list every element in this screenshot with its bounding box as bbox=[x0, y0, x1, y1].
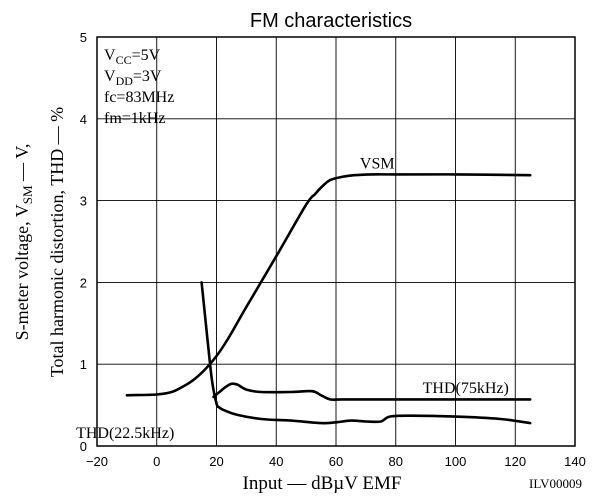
x-tick-label: 60 bbox=[329, 454, 343, 469]
x-tick-label: 120 bbox=[504, 454, 526, 469]
condition-text: VCC=5V bbox=[104, 47, 161, 67]
x-tick-label: 0 bbox=[153, 454, 160, 469]
x-tick-label: 80 bbox=[389, 454, 403, 469]
y-axis-label-thd: Total harmonic distortion, THD — % bbox=[47, 107, 67, 377]
series-labels: VSM THD(75kHz) THD(22.5kHz) bbox=[76, 156, 509, 442]
condition-text: VDD=3V bbox=[104, 68, 162, 88]
x-tick-label: 20 bbox=[209, 454, 223, 469]
chart-title: FM characteristics bbox=[250, 10, 412, 32]
y-tick-label: 4 bbox=[80, 112, 87, 127]
series-line-thd-75khz bbox=[212, 382, 532, 402]
x-tick-label: 140 bbox=[564, 454, 586, 469]
x-tick-label: −20 bbox=[86, 454, 108, 469]
condition-text: fc=83MHz bbox=[104, 89, 174, 106]
y-tick-label: 3 bbox=[80, 194, 87, 209]
x-tick-label: 100 bbox=[445, 454, 467, 469]
y-tick-label: 0 bbox=[80, 439, 87, 454]
series-label-thd-22-5khz: THD(22.5kHz) bbox=[76, 425, 174, 442]
series-label-vsm: VSM bbox=[360, 156, 395, 173]
y-tick-label: 5 bbox=[80, 30, 87, 45]
x-axis-label: Input — dBµV EMF bbox=[243, 473, 402, 494]
series-label-thd-75khz: THD(75kHz) bbox=[423, 380, 509, 397]
x-tick-label: 40 bbox=[269, 454, 283, 469]
series-line-vsm bbox=[125, 173, 532, 397]
grid bbox=[97, 37, 575, 446]
y-tick-label: 2 bbox=[80, 275, 87, 290]
series-lines bbox=[125, 173, 532, 425]
condition-text: fm=1kHz bbox=[104, 110, 165, 127]
y-axis-label-smeter: S-meter voltage, VSM — V, bbox=[12, 144, 35, 341]
y-tick-label: 1 bbox=[80, 357, 87, 372]
figure-code: ILV00009 bbox=[529, 476, 582, 491]
series-line-thd-22-5khz bbox=[200, 281, 532, 425]
